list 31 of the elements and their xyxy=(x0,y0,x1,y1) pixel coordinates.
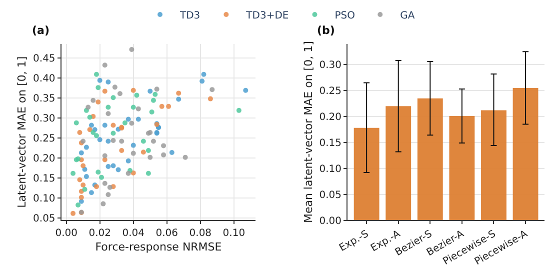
y-axis-title: Latent-vector MAE on [0, 1] xyxy=(16,56,29,208)
y-tick-label: 0.25 xyxy=(33,134,56,145)
y-tick-label: 0.30 xyxy=(33,114,56,125)
y-tick-label: 0.25 xyxy=(319,86,342,98)
y-tick-label: 0.05 xyxy=(319,190,342,201)
y-tick-label: 0.00 xyxy=(319,216,342,227)
y-tick-label: 0.15 xyxy=(33,174,56,185)
y-tick-label: 0.45 xyxy=(33,53,56,64)
y-tick-label: 0.05 xyxy=(33,214,56,225)
x-tick-label: 0.10 xyxy=(222,228,246,240)
x-tick-label: 0.06 xyxy=(156,228,178,240)
y-tick-label: 0.40 xyxy=(33,73,56,84)
x-tick-label: 0.02 xyxy=(88,228,111,240)
legend-label: GA xyxy=(400,10,415,22)
chart-title: (a) xyxy=(32,24,50,37)
y-tick-label: 0.10 xyxy=(33,194,56,205)
x-axis-title: Force-response NRMSE xyxy=(95,240,222,254)
y-tick-label: 0.30 xyxy=(319,60,342,72)
x-tick-label: 0.00 xyxy=(55,228,78,240)
y-tick-label: 0.15 xyxy=(319,138,342,149)
y-tick-label: 0.20 xyxy=(319,112,342,124)
chart-title: (b) xyxy=(317,24,335,37)
legend-label: PSO xyxy=(334,10,356,22)
y-tick-label: 0.35 xyxy=(33,94,56,104)
x-tick-label: 0.08 xyxy=(189,228,212,240)
y-tick-label: 0.20 xyxy=(33,154,56,165)
legend-label: TD3 xyxy=(179,10,200,22)
y-axis-title: Mean latent-vector MAE on [0, 1] xyxy=(302,41,315,224)
x-tick-label: 0.04 xyxy=(122,228,144,240)
legend-label: TD3+DE xyxy=(245,10,289,22)
y-tick-label: 0.10 xyxy=(319,164,342,175)
